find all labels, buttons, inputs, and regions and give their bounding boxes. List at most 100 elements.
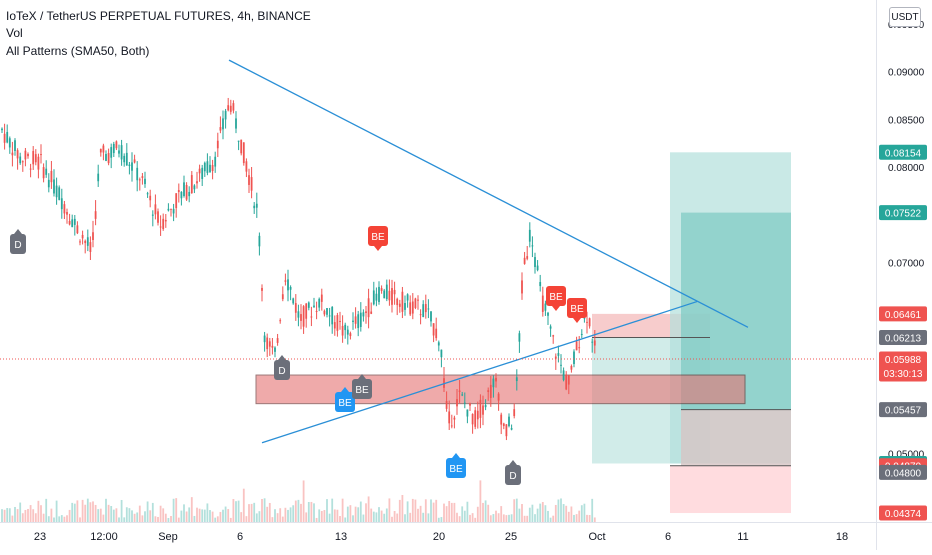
- candle-body: [63, 204, 66, 214]
- volume-bar: [536, 508, 539, 522]
- candle-body: [357, 314, 360, 329]
- volume-bar: [359, 501, 362, 522]
- candle-body: [580, 333, 583, 335]
- candle-body: [112, 143, 115, 154]
- badge-label: D: [14, 240, 21, 251]
- price-label-text: 0.04374: [885, 509, 922, 520]
- volume-bar: [310, 501, 313, 522]
- candle-body: [578, 347, 581, 349]
- candle-body: [320, 294, 323, 302]
- volume-indicator-label[interactable]: Vol: [6, 26, 23, 40]
- volume-bar: [222, 509, 224, 522]
- volume-bar: [237, 500, 240, 522]
- patterns-indicator-label[interactable]: All Patterns (SMA50, Both): [6, 44, 150, 58]
- volume-bar: [326, 499, 328, 522]
- candle-body: [505, 424, 508, 437]
- price-label-bg: [879, 464, 927, 480]
- badge-label: BE: [355, 385, 369, 396]
- price-label-bg: [879, 205, 927, 221]
- volume-bar: [518, 508, 521, 522]
- volume-bar: [521, 504, 523, 522]
- price-label: 0.04800: [879, 464, 927, 480]
- candle-body: [196, 181, 198, 184]
- candle-body: [534, 257, 536, 268]
- candle-body: [162, 218, 165, 230]
- candle-body: [258, 235, 261, 247]
- candle-body: [94, 211, 97, 219]
- volume-bar: [331, 498, 334, 522]
- x-tick-label: 11: [737, 531, 748, 543]
- candle-body: [235, 118, 237, 129]
- candle-body: [149, 195, 152, 201]
- volume-bar: [123, 517, 126, 522]
- candle-body: [45, 168, 48, 175]
- volume-bar: [1, 509, 3, 522]
- volume-bar: [175, 498, 178, 522]
- volume-bar: [154, 516, 157, 522]
- candle-body: [500, 414, 503, 425]
- volume-bar: [508, 514, 510, 522]
- badge-pointer: [509, 460, 517, 465]
- volume-bar: [284, 507, 287, 522]
- volume-bar: [180, 510, 183, 522]
- volume-bar: [502, 514, 505, 522]
- price-label-bg: [879, 505, 927, 521]
- volume-bar: [86, 498, 89, 522]
- volume-bar: [505, 515, 508, 522]
- candle-body: [510, 428, 513, 430]
- candle-body: [66, 212, 68, 215]
- price-label: 0.07522: [879, 205, 927, 221]
- volume-bar: [232, 499, 235, 522]
- volume-bar: [47, 516, 50, 522]
- candle-body: [271, 345, 274, 348]
- volume-bar: [63, 516, 66, 522]
- pattern-badge-be: BE: [368, 226, 388, 251]
- pattern-badge-d: D: [10, 229, 26, 254]
- badge-label: BE: [570, 304, 584, 315]
- candle-body: [549, 326, 552, 329]
- volume-bar: [27, 508, 29, 522]
- candle-body: [528, 229, 531, 242]
- candle-body: [375, 293, 378, 301]
- x-tick-label: 18: [836, 531, 848, 543]
- volume-bar: [401, 495, 404, 522]
- volume-bar: [188, 507, 191, 522]
- volume-bar: [586, 514, 588, 522]
- candle-body: [1, 128, 3, 131]
- volume-bar: [172, 498, 175, 522]
- volume-bar: [115, 508, 118, 522]
- volume-bar: [378, 507, 380, 522]
- volume-bar: [50, 508, 53, 522]
- candle-body: [518, 333, 521, 342]
- candle-body: [385, 284, 388, 300]
- candle-body: [274, 347, 276, 352]
- candle-body: [110, 147, 113, 158]
- volume-bar: [437, 517, 440, 522]
- candle-body: [541, 295, 544, 312]
- volume-bar: [276, 513, 279, 522]
- candle-body: [323, 310, 326, 315]
- candle-body: [328, 315, 331, 317]
- price-label-bg: [879, 330, 927, 346]
- candle-body: [417, 299, 419, 301]
- price-label: 0.05457: [879, 402, 927, 418]
- candle-body: [508, 416, 510, 427]
- candle-body: [450, 425, 453, 427]
- price-label-bg: [879, 306, 927, 322]
- volume-bar: [385, 508, 388, 522]
- volume-bar: [133, 513, 136, 522]
- currency-selector[interactable]: USDT: [889, 7, 921, 27]
- candle-body: [86, 237, 89, 246]
- candle-body: [128, 164, 131, 167]
- volume-bar: [430, 499, 432, 522]
- badge-pointer: [374, 246, 382, 251]
- candle-body: [281, 294, 284, 300]
- volume-bar: [495, 510, 497, 522]
- y-tick-label: 0.05000: [888, 449, 925, 460]
- candle-body: [211, 165, 214, 172]
- volume-bar: [539, 503, 542, 522]
- candle-body: [380, 288, 383, 291]
- volume-bar: [560, 498, 562, 522]
